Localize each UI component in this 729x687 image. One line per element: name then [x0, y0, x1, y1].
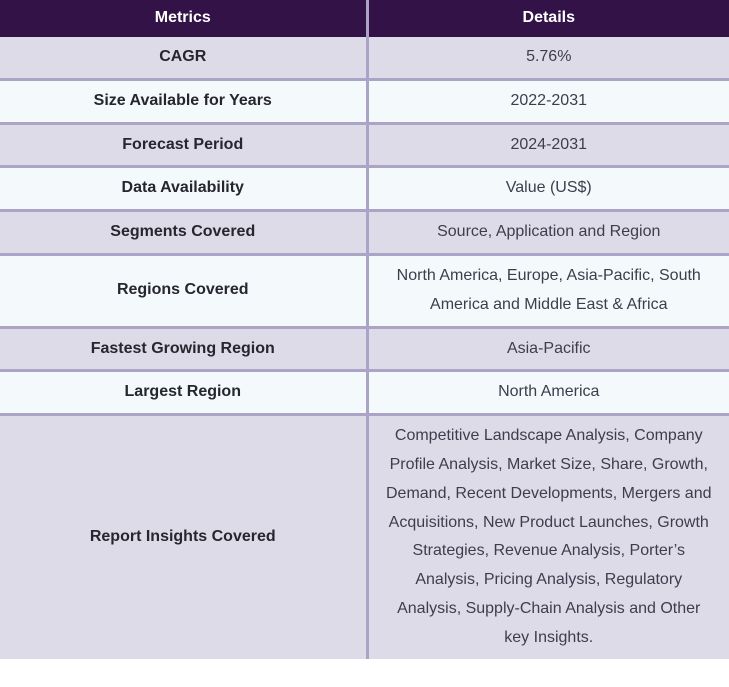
metric-label: Segments Covered [0, 209, 369, 256]
table-body: CAGR 5.76% Size Available for Years 2022… [0, 37, 729, 659]
metric-label: Largest Region [0, 369, 369, 417]
metric-value: Asia-Pacific [365, 325, 729, 373]
metric-label: Forecast Period [0, 121, 369, 169]
table-row-cagr: CAGR 5.76% [0, 37, 729, 81]
table-row-regions-covered: Regions Covered North America, Europe, A… [0, 252, 729, 329]
metric-label: Data Availability [0, 165, 369, 213]
table-row-report-insights: Report Insights Covered Competitive Land… [0, 413, 729, 659]
metric-value: North America, Europe, Asia-Pacific, Sou… [365, 252, 729, 329]
table-header: Metrics Details [0, 0, 729, 37]
table-row-segments-covered: Segments Covered Source, Application and… [0, 209, 729, 256]
metric-value: North America [365, 369, 729, 417]
metric-label: Regions Covered [0, 252, 369, 329]
table-row-largest-region: Largest Region North America [0, 369, 729, 417]
metric-value: 2024-2031 [365, 121, 729, 169]
header-row: Metrics Details [0, 0, 729, 37]
metric-value: 2022-2031 [365, 77, 729, 125]
metric-value: 5.76% [365, 37, 729, 81]
market-metrics-table: Metrics Details CAGR 5.76% Size Availabl… [0, 0, 729, 659]
metric-label: Report Insights Covered [0, 413, 369, 659]
metric-label: Size Available for Years [0, 77, 369, 125]
metric-label: CAGR [0, 37, 369, 81]
metric-value: Competitive Landscape Analysis, Company … [365, 413, 729, 659]
table-row-size-available: Size Available for Years 2022-2031 [0, 77, 729, 125]
header-cell-details: Details [365, 0, 729, 37]
header-cell-metrics: Metrics [0, 0, 369, 37]
table-row-fastest-growing-region: Fastest Growing Region Asia-Pacific [0, 325, 729, 373]
metric-value: Source, Application and Region [365, 209, 729, 256]
metric-label: Fastest Growing Region [0, 325, 369, 373]
metric-value: Value (US$) [365, 165, 729, 213]
table-row-forecast-period: Forecast Period 2024-2031 [0, 121, 729, 169]
table-row-data-availability: Data Availability Value (US$) [0, 165, 729, 213]
